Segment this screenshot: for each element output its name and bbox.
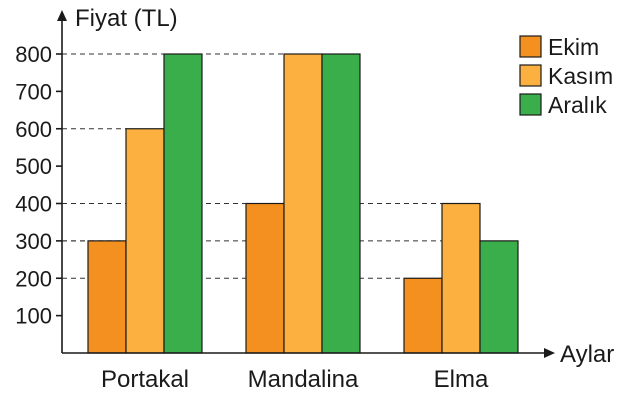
bar-portakal-2: [126, 129, 164, 353]
y-tick-label: 200: [15, 266, 52, 291]
y-tick-label: 100: [15, 304, 52, 329]
bar-portakal-3: [164, 54, 202, 353]
bar-elma-1: [404, 278, 442, 353]
x-axis-arrow: [544, 348, 555, 358]
y-tick-label: 500: [15, 154, 52, 179]
legend-label: Ekim: [548, 34, 599, 60]
y-tick-label: 400: [15, 192, 52, 217]
legend: Ekim Kasım Aralık: [520, 34, 613, 118]
y-tick-label: 600: [15, 117, 52, 142]
legend-swatch: [520, 36, 541, 57]
legend-swatch: [520, 94, 541, 115]
bar-mandalina-1: [246, 204, 284, 354]
bar-mandalina-3: [322, 54, 360, 353]
y-ticks: 100 200 300 400 500 600 700 800: [15, 42, 62, 329]
legend-swatch: [520, 65, 541, 86]
x-category-label: Portakal: [101, 366, 189, 393]
x-category-label: Elma: [434, 366, 489, 393]
bars: [88, 54, 518, 353]
y-axis-title: Fiyat (TL): [75, 5, 178, 32]
bar-portakal-1: [88, 241, 126, 353]
legend-label: Kasım: [548, 63, 613, 89]
x-axis-title: Aylar: [560, 341, 614, 368]
legend-label: Aralık: [548, 92, 607, 118]
bar-elma-2: [442, 204, 480, 354]
x-category-labels: Portakal Mandalina Elma: [101, 366, 489, 393]
y-tick-label: 700: [15, 79, 52, 104]
y-axis-arrow: [57, 10, 67, 21]
x-category-label: Mandalina: [248, 366, 359, 393]
bar-elma-3: [480, 241, 518, 353]
bar-mandalina-2: [284, 54, 322, 353]
y-tick-label: 800: [15, 42, 52, 67]
y-tick-label: 300: [15, 229, 52, 254]
